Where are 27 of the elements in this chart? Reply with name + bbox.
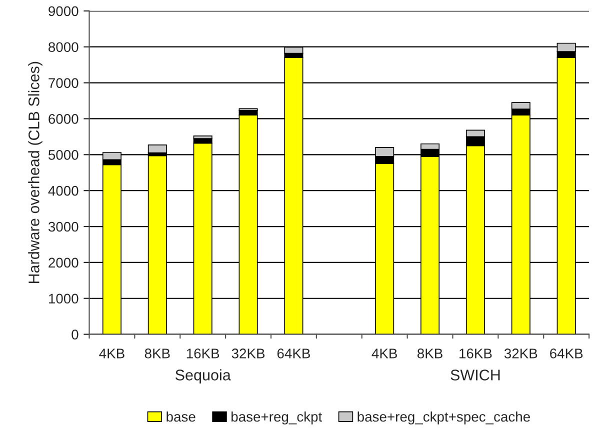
x-tick-label: 16KB <box>460 348 492 358</box>
legend-label: base+reg_ckpt <box>232 411 322 424</box>
x-tick-label: 64KB <box>550 348 583 358</box>
y-tick-label: 2000 <box>48 258 78 268</box>
y-tick-label: 5000 <box>48 150 78 160</box>
legend-label: base <box>166 411 196 422</box>
x-tick-label: 4KB <box>99 348 124 358</box>
text: SWICH <box>450 370 500 380</box>
y-tick-label: 7000 <box>48 78 78 88</box>
y-tick-label: 4000 <box>48 186 78 196</box>
text: Sequoia <box>176 369 231 384</box>
x-tick-label: 64KB <box>277 348 310 358</box>
x-tick-label: 8KB <box>418 348 442 358</box>
y-tick-label: 0 <box>72 330 78 340</box>
y-tick-label: 3000 <box>48 222 78 232</box>
bar <box>148 144 167 154</box>
x-tick-label: 16KB <box>186 348 220 358</box>
x-tick-label: 32KB <box>504 348 538 358</box>
y-tick-label: 8000 <box>48 42 78 52</box>
y-tick-label: 1000 <box>49 294 78 304</box>
y-tick-label: 9000 <box>48 6 78 16</box>
x-tick-label: 8KB <box>144 348 170 358</box>
y-tick-label: 6000 <box>48 114 78 124</box>
legend-label: base+reg_ckpt+spec_cache <box>358 411 530 424</box>
y-axis-title: Hardware overhead (CLB Slices) <box>28 62 42 284</box>
x-tick-label: 32KB <box>232 348 265 358</box>
x-tick-label: 4KB <box>372 348 397 358</box>
